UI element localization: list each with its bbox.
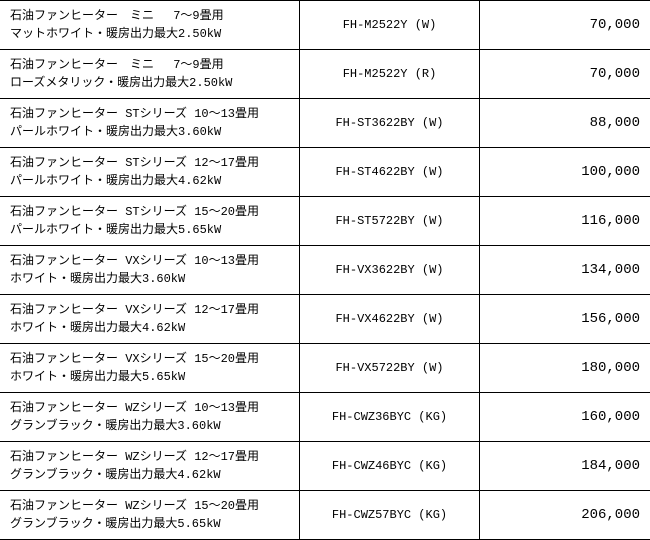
table-row: 石油ファンヒーター STシリーズ 15～20畳用パールホワイト・暖房出力最大5.… (0, 197, 650, 246)
table-row: 石油ファンヒーター ミニ 7～9畳用マットホワイト・暖房出力最大2.50kWFH… (0, 0, 650, 50)
desc-line2: グランブラック・暖房出力最大4.62kW (10, 466, 289, 484)
product-description: 石油ファンヒーター WZシリーズ 12～17畳用グランブラック・暖房出力最大4.… (0, 442, 300, 490)
product-description: 石油ファンヒーター STシリーズ 10～13畳用パールホワイト・暖房出力最大3.… (0, 99, 300, 147)
table-row: 石油ファンヒーター VXシリーズ 15～20畳用ホワイト・暖房出力最大5.65k… (0, 344, 650, 393)
product-description: 石油ファンヒーター WZシリーズ 10～13畳用グランブラック・暖房出力最大3.… (0, 393, 300, 441)
desc-line1: 石油ファンヒーター WZシリーズ 12～17畳用 (10, 448, 289, 466)
price: 156,000 (480, 295, 650, 343)
desc-line1: 石油ファンヒーター STシリーズ 12～17畳用 (10, 154, 289, 172)
price: 184,000 (480, 442, 650, 490)
desc-line2: パールホワイト・暖房出力最大4.62kW (10, 172, 289, 190)
model-number: FH-ST4622BY (W) (300, 148, 480, 196)
product-description: 石油ファンヒーター ミニ 7～9畳用マットホワイト・暖房出力最大2.50kW (0, 1, 300, 49)
table-row: 石油ファンヒーター VXシリーズ 12～17畳用ホワイト・暖房出力最大4.62k… (0, 295, 650, 344)
price: 88,000 (480, 99, 650, 147)
table-row: 石油ファンヒーター WZシリーズ 12～17畳用グランブラック・暖房出力最大4.… (0, 442, 650, 491)
table-row: 石油ファンヒーター ミニ 7～9畳用ローズメタリック・暖房出力最大2.50kWF… (0, 50, 650, 99)
model-number: FH-CWZ46BYC (KG) (300, 442, 480, 490)
product-description: 石油ファンヒーター ミニ 7～9畳用ローズメタリック・暖房出力最大2.50kW (0, 50, 300, 98)
model-number: FH-CWZ57BYC (KG) (300, 491, 480, 539)
desc-line2: グランブラック・暖房出力最大5.65kW (10, 515, 289, 533)
product-description: 石油ファンヒーター VXシリーズ 15～20畳用ホワイト・暖房出力最大5.65k… (0, 344, 300, 392)
desc-line2: ローズメタリック・暖房出力最大2.50kW (10, 74, 289, 92)
table-row: 石油ファンヒーター WZシリーズ 15～20畳用グランブラック・暖房出力最大5.… (0, 491, 650, 540)
price: 70,000 (480, 50, 650, 98)
table-row: 石油ファンヒーター STシリーズ 10～13畳用パールホワイト・暖房出力最大3.… (0, 99, 650, 148)
price: 134,000 (480, 246, 650, 294)
model-number: FH-VX5722BY (W) (300, 344, 480, 392)
desc-line1: 石油ファンヒーター VXシリーズ 15～20畳用 (10, 350, 289, 368)
model-number: FH-VX4622BY (W) (300, 295, 480, 343)
desc-line1: 石油ファンヒーター ミニ 7～9畳用 (10, 56, 289, 74)
table-row: 石油ファンヒーター STシリーズ 12～17畳用パールホワイト・暖房出力最大4.… (0, 148, 650, 197)
model-number: FH-ST5722BY (W) (300, 197, 480, 245)
table-row: 石油ファンヒーター VXシリーズ 10～13畳用ホワイト・暖房出力最大3.60k… (0, 246, 650, 295)
desc-line1: 石油ファンヒーター STシリーズ 10～13畳用 (10, 105, 289, 123)
desc-line2: パールホワイト・暖房出力最大5.65kW (10, 221, 289, 239)
desc-line2: パールホワイト・暖房出力最大3.60kW (10, 123, 289, 141)
model-number: FH-CWZ36BYC (KG) (300, 393, 480, 441)
model-number: FH-M2522Y (W) (300, 1, 480, 49)
product-description: 石油ファンヒーター VXシリーズ 12～17畳用ホワイト・暖房出力最大4.62k… (0, 295, 300, 343)
desc-line1: 石油ファンヒーター VXシリーズ 10～13畳用 (10, 252, 289, 270)
model-number: FH-ST3622BY (W) (300, 99, 480, 147)
price: 70,000 (480, 1, 650, 49)
product-description: 石油ファンヒーター WZシリーズ 15～20畳用グランブラック・暖房出力最大5.… (0, 491, 300, 539)
price: 206,000 (480, 491, 650, 539)
desc-line1: 石油ファンヒーター WZシリーズ 10～13畳用 (10, 399, 289, 417)
desc-line2: マットホワイト・暖房出力最大2.50kW (10, 25, 289, 43)
desc-line1: 石油ファンヒーター ミニ 7～9畳用 (10, 7, 289, 25)
desc-line1: 石油ファンヒーター STシリーズ 15～20畳用 (10, 203, 289, 221)
price: 160,000 (480, 393, 650, 441)
price: 100,000 (480, 148, 650, 196)
desc-line1: 石油ファンヒーター WZシリーズ 15～20畳用 (10, 497, 289, 515)
product-description: 石油ファンヒーター STシリーズ 15～20畳用パールホワイト・暖房出力最大5.… (0, 197, 300, 245)
price: 180,000 (480, 344, 650, 392)
price: 116,000 (480, 197, 650, 245)
model-number: FH-VX3622BY (W) (300, 246, 480, 294)
desc-line1: 石油ファンヒーター VXシリーズ 12～17畳用 (10, 301, 289, 319)
product-description: 石油ファンヒーター STシリーズ 12～17畳用パールホワイト・暖房出力最大4.… (0, 148, 300, 196)
desc-line2: ホワイト・暖房出力最大4.62kW (10, 319, 289, 337)
model-number: FH-M2522Y (R) (300, 50, 480, 98)
table-row: 石油ファンヒーター WZシリーズ 10～13畳用グランブラック・暖房出力最大3.… (0, 393, 650, 442)
desc-line2: グランブラック・暖房出力最大3.60kW (10, 417, 289, 435)
product-description: 石油ファンヒーター VXシリーズ 10～13畳用ホワイト・暖房出力最大3.60k… (0, 246, 300, 294)
desc-line2: ホワイト・暖房出力最大3.60kW (10, 270, 289, 288)
desc-line2: ホワイト・暖房出力最大5.65kW (10, 368, 289, 386)
product-table: 石油ファンヒーター ミニ 7～9畳用マットホワイト・暖房出力最大2.50kWFH… (0, 0, 650, 540)
